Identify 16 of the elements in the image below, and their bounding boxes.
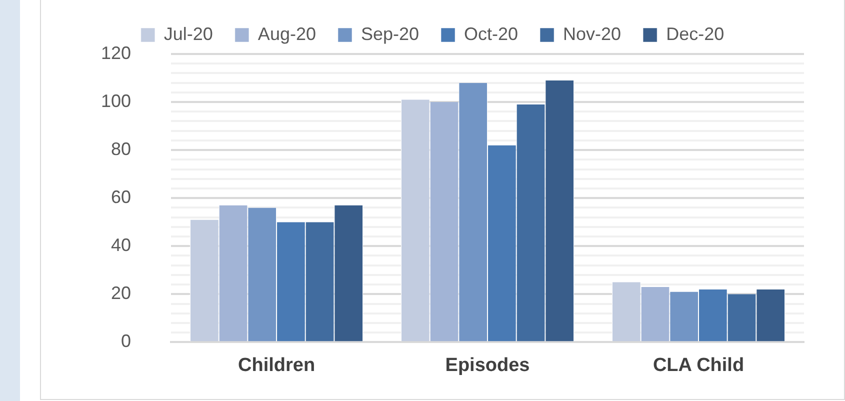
x-tick-label: Children [238, 354, 316, 376]
legend-label: Aug-20 [258, 24, 316, 44]
y-tick-label: 120 [100, 42, 132, 63]
y-tick-label: 100 [100, 91, 132, 111]
y-tick-label: 20 [111, 283, 132, 304]
legend-label: Nov-20 [563, 24, 622, 44]
legend-label: Jul-20 [164, 24, 213, 44]
legend-label: Sep-20 [360, 24, 420, 44]
legend-label: Dec-20 [666, 24, 724, 44]
x-tick-label: Episodes [445, 354, 530, 376]
legend-label: Oct-20 [464, 24, 518, 44]
x-tick-label: CLA Child [652, 354, 744, 376]
y-tick-label: 80 [111, 139, 132, 160]
y-tick-label: 40 [111, 235, 132, 256]
y-tick-label: 60 [111, 187, 132, 208]
y-tick-label: 0 [121, 331, 132, 352]
